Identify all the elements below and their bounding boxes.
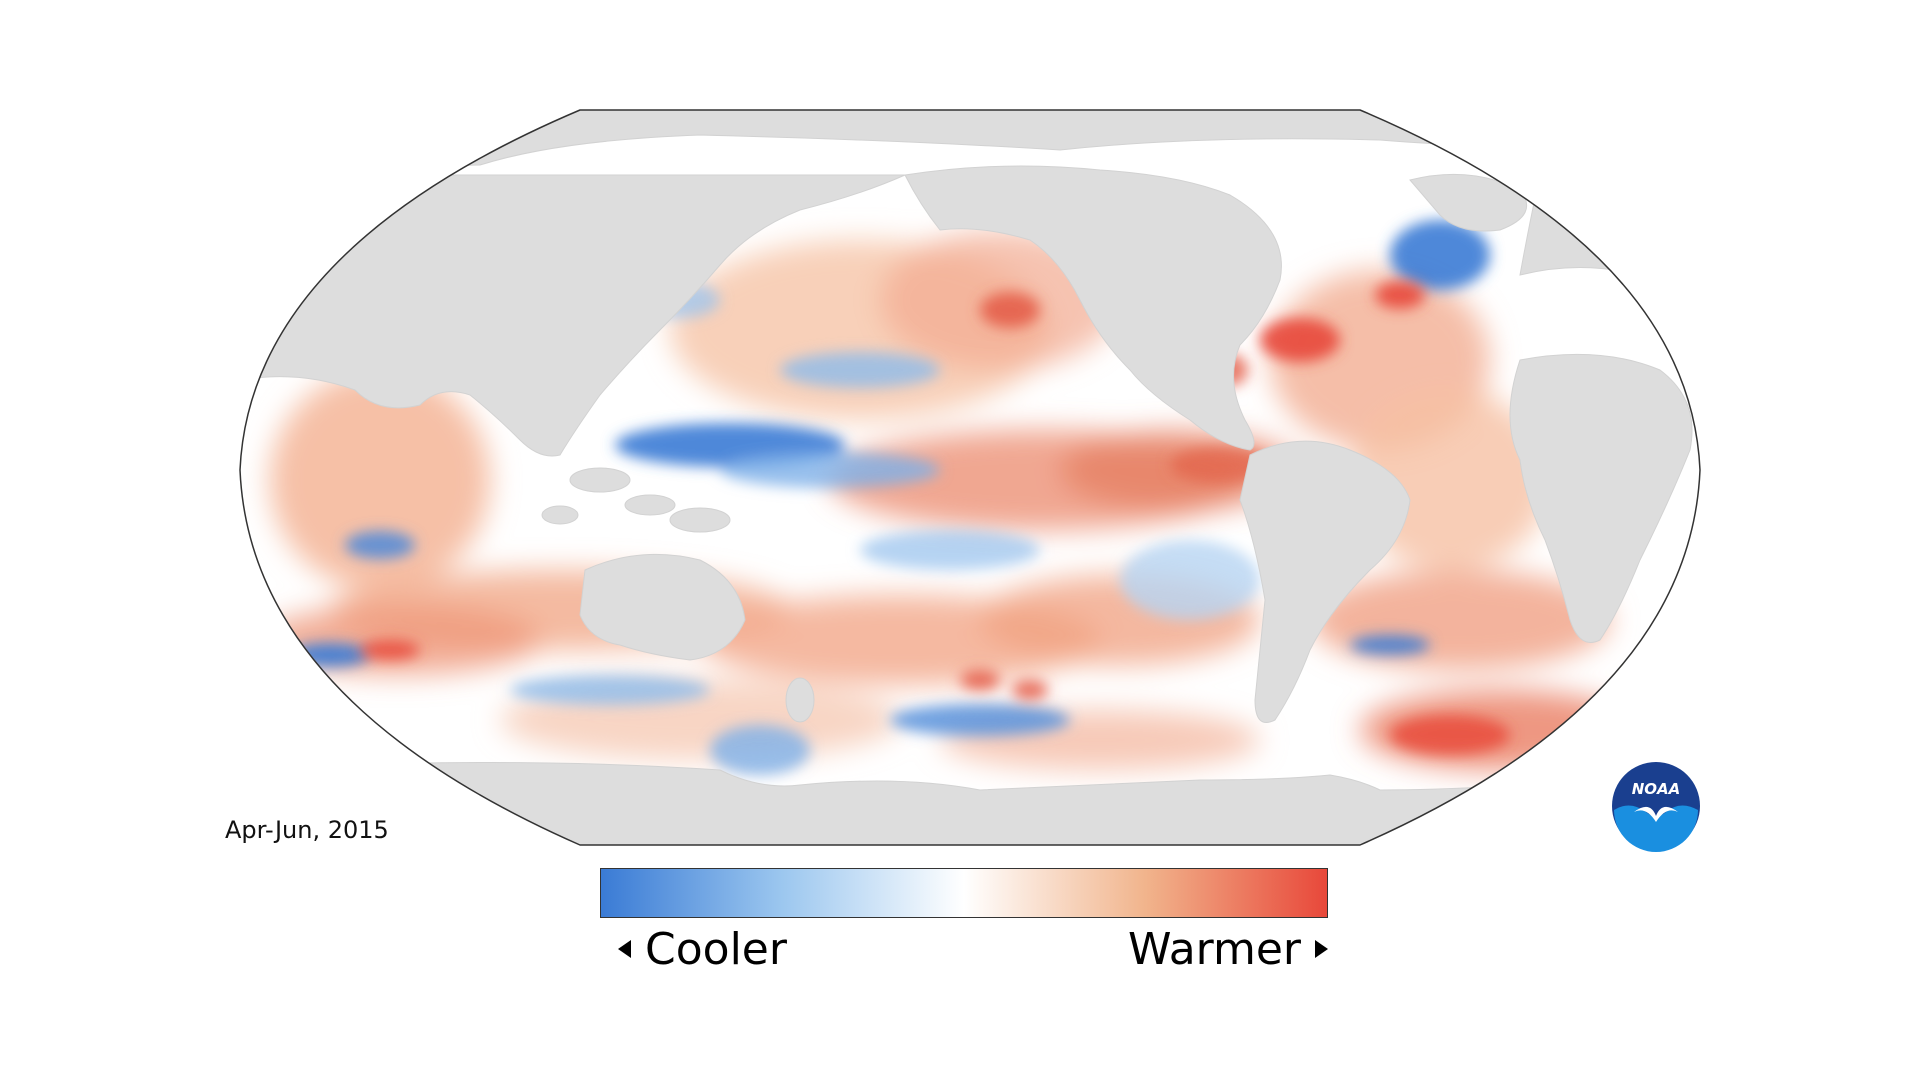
- warmer-label: Warmer: [1128, 924, 1328, 976]
- map-outline: [239, 109, 1701, 846]
- period-label: Apr-Jun, 2015: [225, 816, 389, 844]
- arrow-right-icon: [1315, 940, 1328, 958]
- arrow-left-icon: [618, 940, 631, 958]
- anomaly-color-scale: [600, 868, 1328, 918]
- noaa-logo-text: NOAA: [1632, 780, 1681, 798]
- warm-anomaly-layer: [360, 281, 1510, 755]
- cooler-label: Cooler: [618, 924, 787, 976]
- cooler-text: Cooler: [645, 924, 787, 975]
- warmer-text: Warmer: [1128, 924, 1301, 975]
- noaa-logo: NOAA: [1612, 762, 1700, 852]
